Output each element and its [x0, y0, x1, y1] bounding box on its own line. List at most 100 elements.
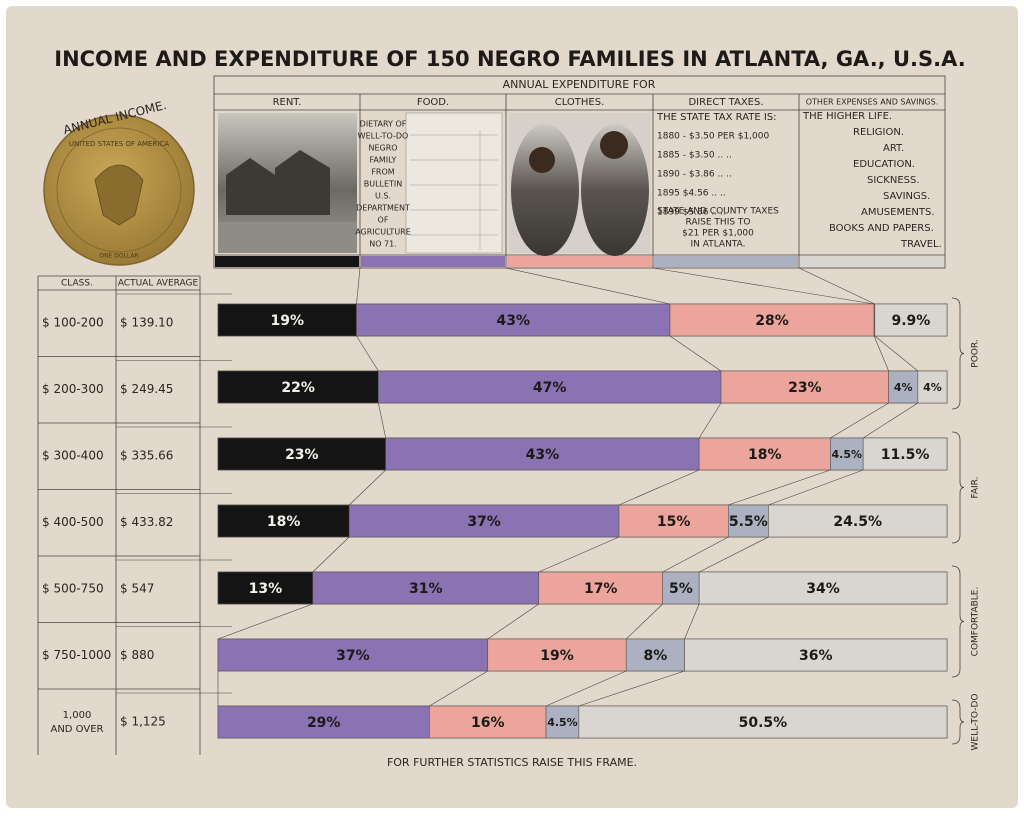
connector	[728, 469, 831, 506]
class-header: CLASS.	[61, 279, 93, 289]
value-label: 4%	[894, 381, 913, 394]
bar-segment	[698, 571, 948, 605]
value-label: 50.5%	[739, 715, 788, 731]
value-label: 17%	[584, 581, 618, 597]
bar-segment	[862, 437, 948, 471]
tax-note: THE STATE TAX RATE IS:	[656, 112, 777, 123]
bar-segment	[217, 571, 314, 605]
class-label: $ 750-1000	[42, 648, 111, 662]
connector	[618, 469, 700, 506]
connector	[349, 469, 386, 506]
food-note: WELL-TO-DO	[358, 132, 409, 141]
class-table	[37, 275, 201, 755]
other-note: SAVINGS.	[883, 191, 930, 202]
bar-segment	[830, 437, 864, 471]
class-label: $ 500-750	[42, 582, 104, 596]
class-label: $ 400-500	[42, 515, 104, 529]
food-note: FROM	[371, 168, 394, 177]
tax-note: 1899 $5.36 .. ..	[657, 208, 726, 218]
group-label: POOR.	[971, 339, 981, 367]
value-label: 4.5%	[832, 448, 863, 461]
food-note: OF	[378, 216, 389, 225]
bar-segment	[385, 437, 700, 471]
average-label: $ 249.45	[120, 382, 173, 396]
other-note: SICKNESS.	[867, 175, 920, 186]
food-note: U.S.	[375, 192, 391, 201]
tax-note: 1895 $4.56 .. ..	[657, 189, 726, 199]
value-label: 18%	[267, 514, 301, 530]
food-note: DIETARY OF	[360, 120, 407, 129]
connector	[698, 402, 722, 439]
column-header: DIRECT TAXES.	[688, 97, 763, 108]
bar-segment	[217, 303, 357, 337]
average-label: $ 335.66	[120, 449, 173, 463]
connector	[378, 402, 386, 439]
connector	[699, 536, 769, 573]
group-label: COMFORTABLE.	[971, 587, 981, 657]
other-note: TRAVEL.	[900, 239, 942, 250]
connector	[874, 335, 919, 372]
bar-segment	[538, 571, 663, 605]
connector	[684, 603, 700, 640]
connector	[863, 402, 919, 439]
bar-segment	[378, 370, 722, 404]
value-label: 31%	[409, 581, 443, 597]
connector	[429, 670, 488, 707]
other-note: EDUCATION.	[853, 159, 915, 170]
tax-note: 1880 - $3.50 PER $1,000	[657, 132, 769, 142]
bar-segment	[217, 504, 350, 538]
value-label: 13%	[249, 581, 283, 597]
class-label: $ 200-300	[42, 382, 104, 396]
class-label: $ 300-400	[42, 449, 104, 463]
group-label: FAIR.	[971, 477, 981, 499]
class-label: 1,000 AND OVER	[50, 710, 103, 735]
bar-segment	[768, 504, 948, 538]
value-label: 18%	[748, 447, 782, 463]
other-note: BOOKS AND PAPERS.	[829, 223, 934, 234]
connector	[873, 335, 889, 372]
bar-segment	[684, 638, 948, 672]
bar-segment	[578, 705, 948, 739]
bar-segment	[727, 504, 769, 538]
average-label: $ 880	[120, 648, 154, 662]
value-label: 37%	[336, 648, 370, 664]
group-bracket	[951, 431, 965, 544]
connector	[312, 536, 350, 573]
average-label: $ 1,125	[120, 715, 166, 729]
connector	[626, 603, 663, 640]
value-label: 22%	[281, 380, 315, 396]
tax-note: 1890 - $3.86 .. ..	[657, 170, 732, 180]
connector	[487, 603, 539, 640]
bar-segment	[545, 705, 580, 739]
value-label: 5%	[669, 581, 693, 597]
bar-segment	[217, 638, 489, 672]
class-label: $ 100-200	[42, 316, 104, 330]
value-label: 8%	[644, 648, 668, 664]
food-note: FAMILY	[370, 156, 397, 165]
column-header: RENT.	[273, 97, 302, 108]
group-bracket	[951, 565, 965, 678]
footer: FOR FURTHER STATISTICS RAISE THIS FRAME.	[387, 756, 637, 769]
other-note: RELIGION.	[853, 127, 904, 138]
tax-note: IN ATLANTA.	[691, 240, 746, 250]
value-label: 29%	[307, 715, 341, 731]
coin	[43, 114, 195, 266]
tax-note: RAISE THIS TO	[685, 218, 750, 228]
value-label: 15%	[657, 514, 691, 530]
column-header: CLOTHES.	[555, 97, 605, 108]
column-color	[800, 256, 944, 267]
bar-segment	[874, 303, 948, 337]
connector	[545, 670, 627, 707]
connector	[669, 335, 722, 372]
tax-note: 1885 - $3.50 .. ..	[657, 151, 732, 161]
bar-segment	[662, 571, 700, 605]
value-label: 34%	[806, 581, 840, 597]
connector	[798, 267, 875, 305]
value-label: 43%	[526, 447, 560, 463]
connector	[768, 469, 864, 506]
value-label: 37%	[467, 514, 501, 530]
value-label: 23%	[788, 380, 822, 396]
connector	[356, 267, 361, 305]
bar-segment	[625, 638, 685, 672]
